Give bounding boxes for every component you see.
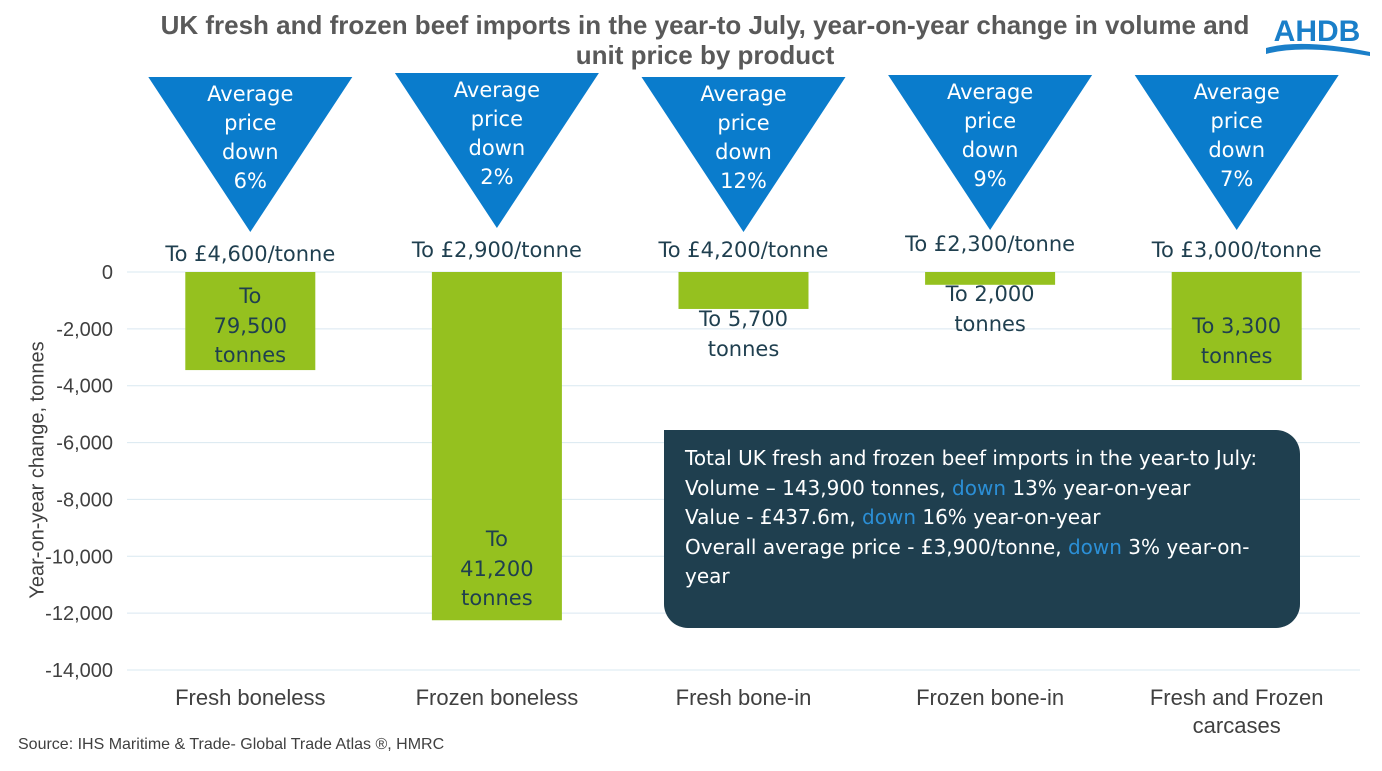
x-tick-label: Frozen bone-in [916, 685, 1065, 710]
volume-label: To 2,000 tonnes [945, 282, 1035, 336]
callout-price: Overall average price - £3,900/tonne, do… [685, 534, 1250, 589]
price-down-triangle [1134, 75, 1339, 230]
x-tick-label: Fresh boneless [175, 685, 326, 710]
y-tick-label: 0 [102, 262, 113, 284]
x-tick-label: Fresh bone-in [675, 685, 812, 710]
bar [1171, 272, 1302, 381]
price-to-label: To £2,900/tonne [411, 238, 582, 262]
chart-title: UK fresh and frozen beef imports in the … [160, 10, 1250, 70]
x-tick-label: Frozen boneless [415, 685, 579, 710]
price-change-label: Average price down 7% [1193, 80, 1280, 191]
price-change-label: Average price down 2% [453, 78, 541, 189]
price-to-label: To £3,000/tonne [1151, 238, 1322, 262]
price-change-label: Average price down 6% [207, 82, 294, 193]
price-change-label: Average price down 9% [946, 80, 1034, 191]
price-to-label: To £4,200/tonne [658, 238, 829, 262]
volume-label: To 3,300 tonnes [1192, 314, 1282, 368]
y-tick-label: -12,000 [45, 603, 113, 625]
bar [431, 272, 562, 621]
ahdb-logo: AHDB [1266, 15, 1370, 56]
source-note: Source: IHS Maritime & Trade- Global Tra… [18, 736, 445, 753]
price-to-label: To £2,300/tonne [905, 232, 1076, 256]
price-down-triangle [394, 73, 599, 228]
bar [678, 272, 809, 309]
callout-value: Value - £437.6m, down 16% year-on-year [685, 505, 1101, 529]
y-tick-label: -14,000 [45, 660, 113, 682]
logo-text: AHDB [1274, 15, 1361, 48]
y-tick-label: -4,000 [56, 376, 113, 398]
volume-label: To 41,200 tonnes [460, 527, 534, 610]
price-down-triangle [888, 75, 1093, 230]
price-to-label: To £4,600/tonne [165, 242, 336, 266]
y-tick-label: -8,000 [56, 489, 113, 511]
callout-line1: Total UK fresh and frozen beef imports i… [685, 446, 1258, 470]
y-tick-label: -6,000 [56, 433, 113, 455]
volume-label: To 5,700 tonnes [699, 307, 788, 361]
x-tick-label: Fresh and Frozen carcases [1149, 685, 1324, 738]
callout-volume: Volume – 143,900 tonnes, down 13% year-o… [685, 475, 1191, 500]
price-down-triangle [641, 77, 846, 232]
bar [925, 272, 1056, 285]
bar [185, 272, 316, 371]
summary-callout: Total UK fresh and frozen beef imports i… [664, 430, 1300, 628]
y-tick-label: -2,000 [56, 319, 113, 341]
y-tick-label: -10,000 [45, 546, 113, 568]
price-change-label: Average price down 12% [700, 82, 787, 193]
price-down-triangle [148, 77, 353, 232]
volume-label: To 79,500 tonnes [213, 284, 288, 367]
